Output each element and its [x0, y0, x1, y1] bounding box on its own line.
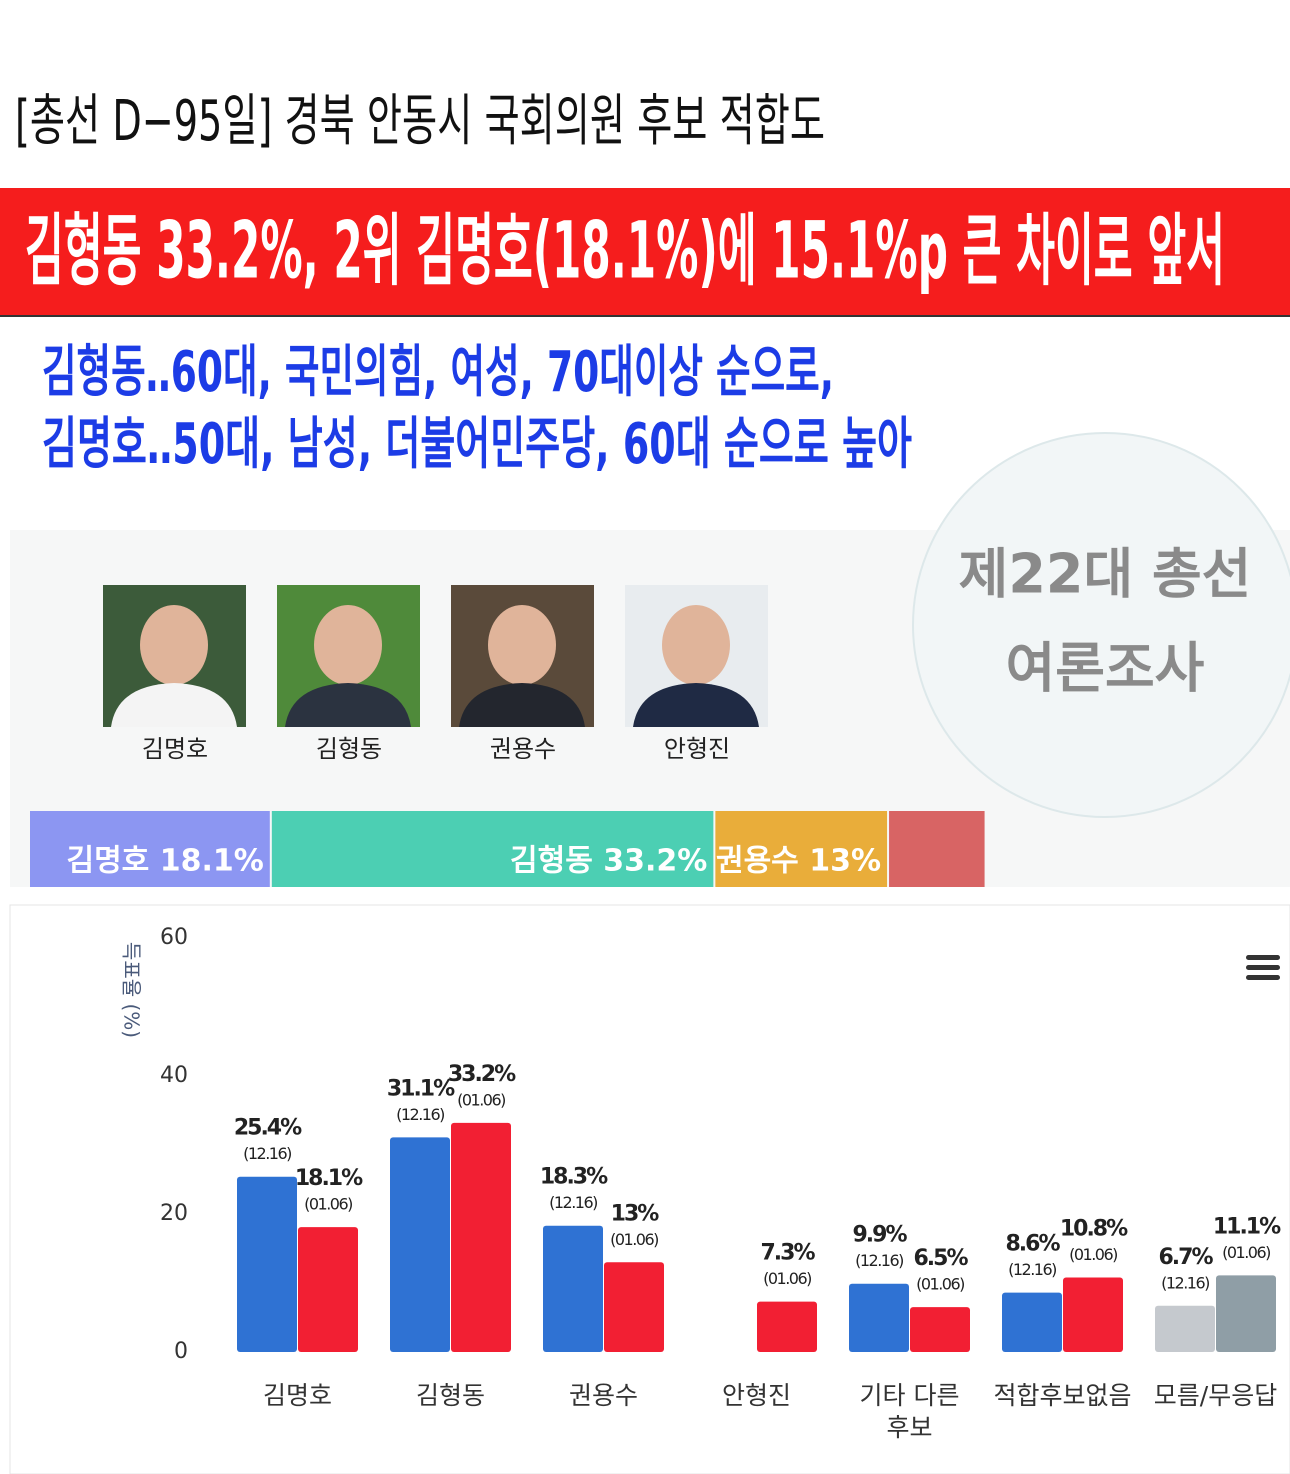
photo-body: [285, 683, 411, 727]
photo-head: [662, 605, 730, 685]
x-tick-label-line: 기타 다른: [860, 1381, 960, 1410]
value-label: 13%: [611, 1201, 660, 1226]
value-label: 10.8%: [1060, 1216, 1128, 1241]
bar: [757, 1301, 817, 1352]
photo-head: [488, 605, 556, 685]
series-date: (01.06): [304, 1195, 352, 1214]
subtitle: 김명호‥50대, 남성, 더불어민주당, 60대 순으로 높아: [42, 412, 912, 477]
photo-head: [140, 605, 208, 685]
stacked-segment: [889, 811, 985, 887]
y-axis-label: 득표율 (%): [120, 942, 144, 1038]
photo-body: [633, 683, 759, 727]
bar: [543, 1225, 603, 1352]
bar: [1216, 1275, 1276, 1352]
photo-head: [314, 605, 382, 685]
value-label: 8.6%: [1005, 1232, 1060, 1257]
bar: [910, 1307, 970, 1352]
bar: [237, 1176, 297, 1352]
x-tick-label: 모름/무응답: [1154, 1381, 1277, 1410]
bar: [451, 1122, 511, 1352]
value-label: 31.1%: [387, 1076, 455, 1101]
series-date: (12.16): [549, 1193, 597, 1212]
candidate-name: 안형진: [664, 735, 730, 763]
headline: 김형동 33.2%, 2위 김명호(18.1%)에 15.1%p 큰 차이로 앞…: [25, 206, 1225, 296]
series-date: (01.06): [916, 1275, 964, 1294]
bar: [1002, 1292, 1062, 1352]
candidate-name: 김형동: [316, 735, 382, 763]
subtitle: 김형동‥60대, 국민의힘, 여성, 70대이상 순으로,: [42, 340, 834, 405]
bar: [849, 1283, 909, 1352]
series-date: (12.16): [243, 1144, 291, 1163]
segment-label: 김형동 33.2%: [510, 844, 707, 879]
value-label: 6.7%: [1158, 1245, 1213, 1270]
value-label: 33.2%: [448, 1062, 516, 1087]
y-tick-label: 0: [174, 1339, 188, 1364]
x-tick-label: 권용수: [569, 1381, 638, 1410]
badge-text: 제22대 총선: [959, 543, 1252, 606]
candidate-name: 권용수: [490, 735, 556, 763]
series-date: (12.16): [1161, 1273, 1209, 1292]
x-tick-label: 김형동: [416, 1381, 485, 1410]
stacked-segment: [271, 811, 714, 887]
series-date: (01.06): [457, 1090, 505, 1109]
y-tick-label: 40: [160, 1063, 188, 1088]
value-label: 18.3%: [540, 1165, 608, 1190]
segment-label: 권용수 13%: [716, 844, 881, 879]
series-date: (01.06): [1069, 1245, 1117, 1264]
series-date: (01.06): [763, 1269, 811, 1288]
x-tick-label: 안형진: [722, 1381, 791, 1410]
photo-body: [111, 683, 237, 727]
x-tick-label-line: 후보: [886, 1413, 932, 1442]
series-date: (12.16): [855, 1251, 903, 1270]
headline-banner: [0, 188, 1290, 316]
badge-text: 여론조사: [1006, 637, 1205, 700]
series-date: (01.06): [610, 1230, 658, 1249]
menu-icon[interactable]: [1246, 955, 1280, 980]
candidate-name: 김명호: [142, 735, 208, 763]
bar: [390, 1137, 450, 1352]
value-label: 18.1%: [295, 1166, 363, 1191]
value-label: 9.9%: [852, 1223, 907, 1248]
value-label: 6.5%: [913, 1246, 968, 1271]
bar: [1063, 1277, 1123, 1352]
x-tick-label: 김명호: [263, 1381, 332, 1410]
value-label: 11.1%: [1213, 1214, 1281, 1239]
photo-body: [459, 683, 585, 727]
value-label: 25.4%: [234, 1116, 302, 1141]
value-label: 7.3%: [760, 1241, 815, 1266]
stacked-segment: [715, 811, 888, 887]
y-tick-label: 60: [160, 925, 188, 950]
x-tick-label: 적합후보없음: [993, 1381, 1131, 1410]
title: [총선 D−95일] 경북 안동시 국회의원 후보 적합도: [15, 89, 825, 154]
chart-panel: [9, 904, 1290, 1474]
badge-circle: [912, 432, 1290, 818]
stacked-segment: [30, 811, 270, 887]
bar: [1155, 1305, 1215, 1352]
series-date: (12.16): [1008, 1260, 1056, 1279]
bar: [298, 1227, 358, 1352]
bar: [604, 1262, 664, 1352]
segment-label: 김명호 18.1%: [66, 844, 263, 879]
series-date: (01.06): [1222, 1243, 1270, 1262]
y-tick-label: 20: [160, 1201, 188, 1226]
series-date: (12.16): [396, 1105, 444, 1124]
